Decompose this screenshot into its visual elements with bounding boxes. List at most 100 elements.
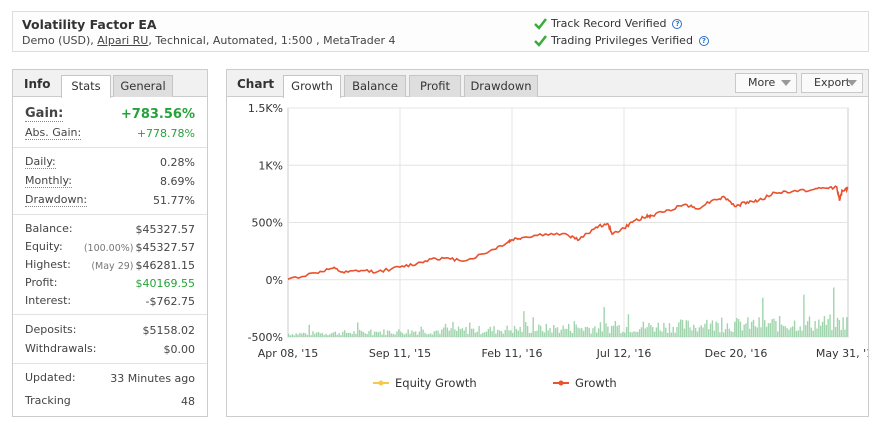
volume-bar bbox=[366, 333, 368, 337]
volume-bar bbox=[693, 324, 695, 337]
volume-bar bbox=[381, 334, 383, 337]
volume-bar bbox=[756, 327, 758, 337]
volume-bar bbox=[480, 334, 482, 337]
volume-bar bbox=[442, 327, 445, 337]
drawdown-value: 51.77% bbox=[153, 194, 195, 207]
volume-bar bbox=[569, 330, 572, 337]
highest-value: $46281.15 bbox=[135, 259, 196, 272]
volume-bar bbox=[648, 322, 650, 337]
volume-bar bbox=[592, 328, 594, 337]
volume-bar bbox=[827, 319, 829, 337]
x-tick-label: Dec 20, '16 bbox=[705, 347, 768, 360]
volume-bar bbox=[777, 331, 779, 337]
volume-bar bbox=[793, 320, 796, 337]
volume-bar bbox=[715, 321, 717, 337]
legend-marker bbox=[378, 380, 384, 386]
highest-label: Highest: bbox=[25, 258, 71, 271]
gain-value: +783.56% bbox=[120, 107, 195, 122]
volume-bar bbox=[489, 326, 491, 337]
volume-bar bbox=[736, 318, 738, 337]
volume-bar bbox=[388, 330, 391, 337]
volume-bar bbox=[344, 330, 346, 337]
volume-bar bbox=[612, 325, 615, 337]
tab-profit[interactable]: Profit bbox=[409, 75, 461, 97]
volume-bar bbox=[541, 331, 544, 337]
monthly-label[interactable]: Monthly: bbox=[25, 174, 72, 188]
legend-marker bbox=[558, 380, 564, 386]
export-dropdown[interactable]: Export bbox=[801, 73, 863, 93]
daily-label[interactable]: Daily: bbox=[25, 155, 56, 169]
volume-bar bbox=[579, 328, 581, 337]
volume-bar bbox=[812, 330, 814, 337]
volume-bar bbox=[439, 333, 441, 337]
volume-bar bbox=[426, 334, 428, 337]
volume-bar bbox=[461, 328, 463, 337]
volume-bar bbox=[470, 328, 473, 337]
volume-bar bbox=[385, 334, 387, 337]
x-tick-label: Feb 11, '16 bbox=[482, 347, 543, 360]
volume-bar bbox=[497, 329, 499, 337]
volume-bar bbox=[383, 329, 385, 337]
volume-bar bbox=[321, 332, 323, 337]
volume-bar bbox=[676, 327, 678, 337]
volume-bar bbox=[506, 325, 508, 337]
volume-bar bbox=[304, 333, 307, 337]
volume-bar bbox=[825, 324, 827, 337]
volume-bar bbox=[668, 323, 671, 337]
volume-bar bbox=[433, 331, 435, 337]
divider bbox=[13, 363, 207, 364]
volume-bar bbox=[627, 314, 630, 337]
help-icon[interactable]: ? bbox=[672, 18, 683, 29]
broker-link[interactable]: Alpari RU bbox=[97, 34, 149, 47]
volume-bar bbox=[788, 329, 790, 337]
volume-bar bbox=[295, 333, 297, 337]
drawdown-label[interactable]: Drawdown: bbox=[25, 193, 88, 207]
volume-bar bbox=[803, 294, 805, 337]
volume-bar bbox=[769, 323, 771, 337]
growth-chart[interactable]: -500% 0% 500% 1K% 1.5K% Apr 08, '15 Sep 11, '1… bbox=[227, 98, 868, 416]
tab-stats[interactable]: Stats bbox=[61, 75, 111, 98]
volume-bar bbox=[596, 332, 598, 337]
interest-value: -$762.75 bbox=[145, 295, 195, 308]
gain-label[interactable]: Gain: bbox=[25, 106, 64, 122]
track-record-label: Track Record Verified bbox=[551, 17, 667, 30]
volume-bar bbox=[476, 331, 478, 337]
volume-bar bbox=[355, 333, 357, 337]
equity-label: Equity: bbox=[25, 240, 63, 253]
volume-bar bbox=[502, 333, 505, 337]
volume-bar bbox=[808, 316, 811, 337]
volume-bar bbox=[345, 332, 348, 337]
volume-bar bbox=[562, 325, 564, 337]
help-icon[interactable]: ? bbox=[698, 35, 709, 46]
x-tick-label: Apr 08, '15 bbox=[258, 347, 319, 360]
volume-bar bbox=[312, 331, 314, 337]
volume-bar bbox=[482, 332, 484, 337]
volume-bar bbox=[375, 331, 378, 337]
volume-bar bbox=[325, 333, 327, 337]
tab-general[interactable]: General bbox=[113, 75, 173, 97]
tab-drawdown[interactable]: Drawdown bbox=[464, 75, 538, 97]
volume-bar bbox=[358, 329, 361, 337]
volume-bar bbox=[317, 332, 320, 337]
tab-balance[interactable]: Balance bbox=[344, 75, 406, 97]
volume-bar bbox=[775, 321, 777, 337]
volume-bar bbox=[323, 334, 325, 337]
account-settings: , Technical, Automated, 1:500 , MetaTrad… bbox=[148, 34, 396, 47]
volume-bar bbox=[846, 317, 848, 337]
checkmark-icon bbox=[534, 35, 547, 47]
more-dropdown[interactable]: More bbox=[735, 73, 797, 93]
volume-bar bbox=[745, 323, 747, 337]
profit-label: Profit: bbox=[25, 276, 58, 289]
tracking-value: 48 bbox=[181, 395, 195, 408]
abs-gain-label[interactable]: Abs. Gain: bbox=[25, 126, 82, 140]
volume-bar bbox=[646, 327, 648, 337]
withdrawals-row: Withdrawals: $0.00 bbox=[25, 343, 195, 357]
volume-bar bbox=[659, 330, 661, 337]
volume-bar bbox=[301, 333, 303, 337]
tracking-row: Tracking 48 bbox=[25, 395, 195, 409]
volume-bar bbox=[719, 332, 721, 337]
volume-bar bbox=[573, 321, 575, 337]
tab-growth[interactable]: Growth bbox=[283, 75, 341, 98]
volume-bar bbox=[302, 332, 305, 337]
volume-bar bbox=[392, 333, 394, 337]
